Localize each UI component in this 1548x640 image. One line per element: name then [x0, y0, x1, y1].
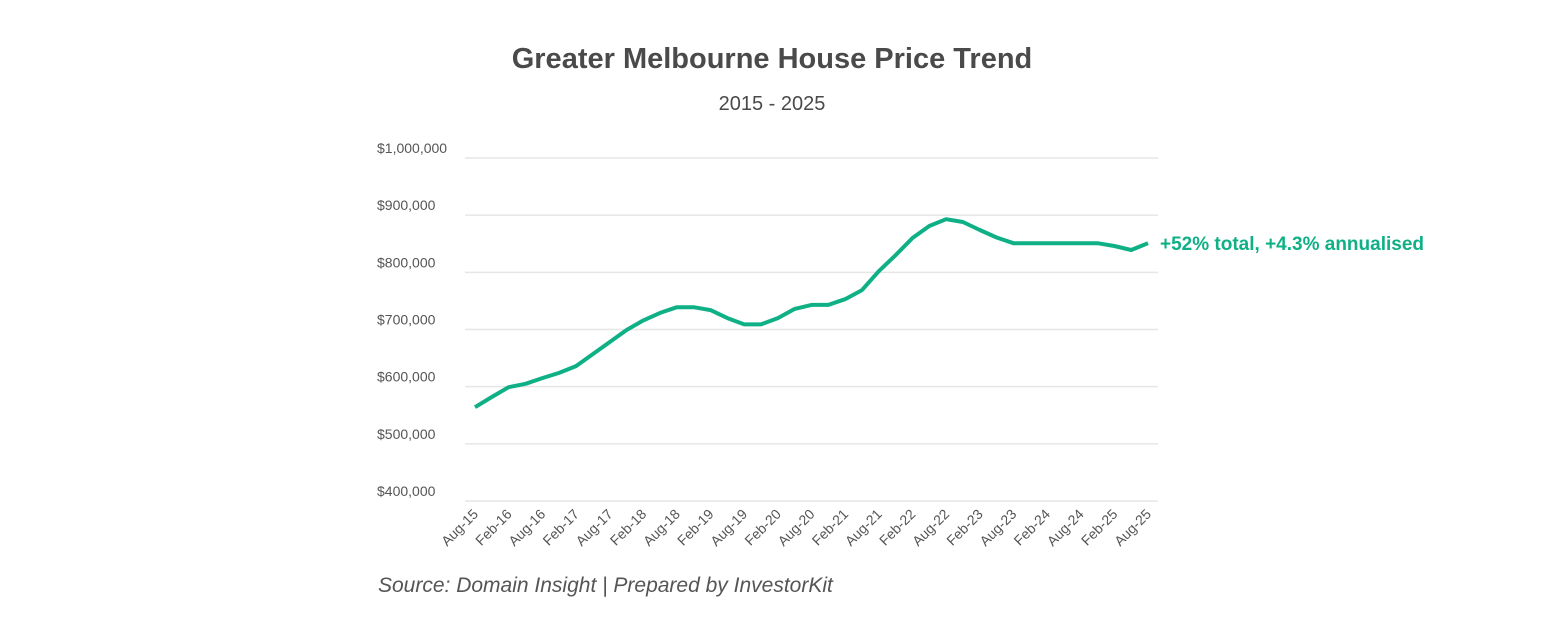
chart-title: Greater Melbourne House Price Trend — [512, 43, 1033, 75]
annotation-label: +52% total, +4.3% annualised — [1160, 234, 1424, 255]
x-tick-label: Aug-22 — [909, 506, 952, 549]
y-tick-label: $500,000 — [377, 426, 436, 442]
y-tick-label: $700,000 — [377, 312, 436, 328]
y-tick-label: $1,000,000 — [377, 140, 447, 156]
chart-subtitle: 2015 - 2025 — [719, 93, 826, 115]
x-tick-label: Aug-20 — [774, 506, 817, 549]
x-tick-label: Aug-16 — [505, 506, 548, 549]
y-tick-label: $600,000 — [377, 369, 436, 385]
x-tick-label: Aug-15 — [438, 506, 481, 549]
series-line — [473, 217, 1149, 409]
y-tick-label: $800,000 — [377, 254, 436, 270]
x-tick-label: Aug-17 — [572, 506, 615, 549]
x-tick-label: Aug-21 — [842, 506, 885, 549]
y-tick-label: $900,000 — [377, 197, 436, 213]
x-tick-label: Aug-24 — [1044, 506, 1087, 549]
x-tick-label: Aug-25 — [1111, 506, 1154, 549]
x-tick-label: Aug-23 — [976, 506, 1019, 549]
x-tick-label: Aug-19 — [707, 506, 750, 549]
source-note: Source: Domain Insight | Prepared by Inv… — [378, 574, 834, 597]
y-tick-label: $400,000 — [377, 483, 436, 499]
x-tick-label: Aug-18 — [640, 506, 683, 549]
